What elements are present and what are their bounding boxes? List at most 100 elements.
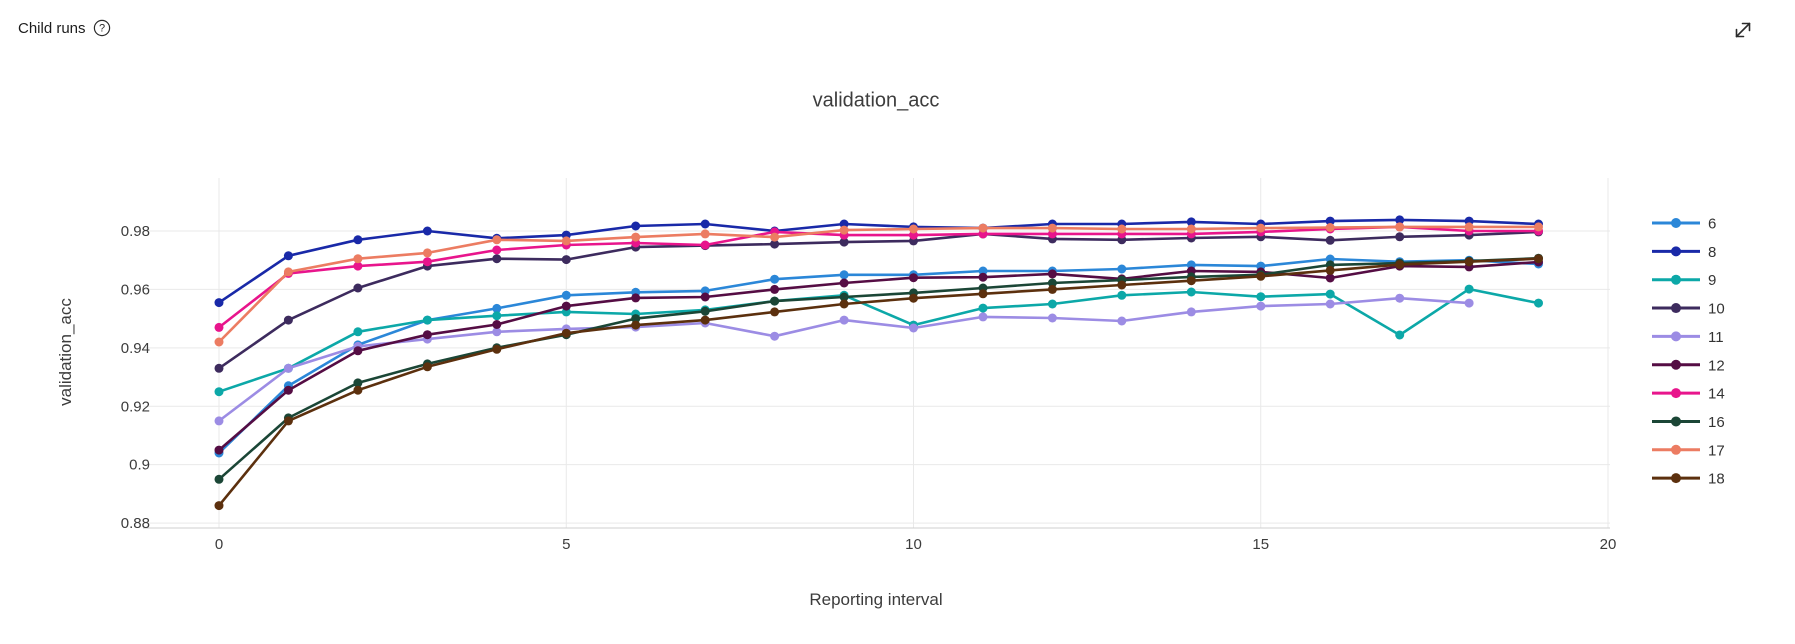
x-tick-label: 0 xyxy=(215,536,223,553)
data-point xyxy=(492,344,502,354)
data-point xyxy=(978,289,988,299)
data-point xyxy=(770,331,780,341)
data-point xyxy=(422,257,432,267)
legend-item-11[interactable]: 11 xyxy=(1652,329,1724,346)
series-line-18 xyxy=(217,257,1539,507)
data-point xyxy=(1047,269,1057,279)
data-point xyxy=(839,225,849,235)
legend-item-9[interactable]: 9 xyxy=(1652,272,1716,289)
data-point xyxy=(631,232,641,242)
y-tick-label: 0.98 xyxy=(121,223,150,240)
x-tick-label: 20 xyxy=(1600,536,1617,553)
data-point xyxy=(839,315,849,325)
data-point xyxy=(1325,299,1335,309)
legend-marker xyxy=(1671,274,1681,285)
data-point xyxy=(700,292,710,302)
legend-marker xyxy=(1671,416,1681,427)
legend-item-10[interactable]: 10 xyxy=(1652,301,1725,318)
y-tick-label: 0.94 xyxy=(121,340,150,357)
data-point xyxy=(1186,307,1196,317)
data-point xyxy=(839,237,849,247)
help-icon[interactable]: ? xyxy=(93,19,111,37)
legend-label: 14 xyxy=(1708,386,1725,403)
y-tick-label: 0.88 xyxy=(121,515,150,532)
data-point xyxy=(214,445,224,455)
legend-marker xyxy=(1671,331,1681,342)
data-point xyxy=(353,261,363,271)
data-point xyxy=(1325,223,1335,232)
data-point xyxy=(909,224,918,234)
legend-item-16[interactable]: 16 xyxy=(1652,414,1725,431)
data-point xyxy=(700,315,710,325)
data-point xyxy=(1256,301,1266,311)
data-point xyxy=(770,239,780,249)
legend-label: 11 xyxy=(1708,329,1724,346)
data-point xyxy=(700,219,710,229)
x-tick-label: 5 xyxy=(562,536,570,553)
data-point xyxy=(561,290,571,300)
data-point xyxy=(1395,215,1405,225)
data-point xyxy=(839,299,849,309)
data-point xyxy=(1325,273,1335,283)
data-point xyxy=(353,385,363,395)
data-point xyxy=(1534,254,1543,264)
series-line-17 xyxy=(218,225,1539,343)
data-point xyxy=(1117,280,1127,290)
data-point xyxy=(1117,316,1127,326)
data-point xyxy=(1395,293,1405,303)
data-point xyxy=(1047,223,1057,233)
series-18 xyxy=(214,254,1543,511)
data-point xyxy=(978,312,988,322)
series-line-10 xyxy=(218,230,1539,370)
legend-marker xyxy=(1671,473,1681,484)
data-point xyxy=(909,323,918,333)
data-point xyxy=(422,315,432,325)
y-tick-label: 0.92 xyxy=(121,398,150,415)
data-point xyxy=(492,303,502,313)
svg-text:?: ? xyxy=(98,23,104,35)
panel-title: Child runs xyxy=(18,19,86,37)
data-point xyxy=(1464,298,1474,308)
legend-marker xyxy=(1671,359,1681,370)
data-point xyxy=(1117,290,1127,300)
data-point xyxy=(1186,217,1196,227)
data-point xyxy=(1186,224,1196,234)
chart-title: validation_acc xyxy=(812,89,940,112)
data-point xyxy=(492,311,502,321)
series-line-12 xyxy=(218,260,1539,452)
legend-item-8[interactable]: 8 xyxy=(1652,244,1716,261)
data-point xyxy=(1464,222,1474,232)
legend-label: 8 xyxy=(1708,244,1716,261)
series-line-8 xyxy=(218,218,1539,304)
legend-item-14[interactable]: 14 xyxy=(1652,386,1725,403)
panel-header: Child runs ? xyxy=(18,19,111,37)
data-point xyxy=(283,416,293,426)
legend-label: 10 xyxy=(1708,301,1725,318)
legend-label: 17 xyxy=(1708,442,1725,459)
data-point xyxy=(422,362,432,372)
data-point xyxy=(631,293,641,303)
data-point xyxy=(978,223,988,233)
data-point xyxy=(839,278,849,288)
data-point xyxy=(839,292,849,302)
data-point xyxy=(1186,287,1196,297)
data-point xyxy=(1117,264,1127,274)
legend-label: 16 xyxy=(1708,414,1725,431)
data-point xyxy=(1395,232,1405,242)
data-point xyxy=(978,272,988,282)
legend-marker xyxy=(1671,444,1681,455)
data-point xyxy=(1256,292,1266,302)
data-point xyxy=(770,284,780,294)
data-point xyxy=(353,283,363,293)
expand-chart-icon[interactable] xyxy=(1729,16,1757,44)
legend-item-6[interactable]: 6 xyxy=(1652,216,1716,233)
data-point xyxy=(770,296,780,306)
legend-label: 9 xyxy=(1708,272,1716,289)
series-line-14 xyxy=(218,225,1539,329)
legend-item-12[interactable]: 12 xyxy=(1652,357,1725,374)
legend-item-17[interactable]: 17 xyxy=(1652,442,1725,459)
data-point xyxy=(770,307,780,317)
legend-item-18[interactable]: 18 xyxy=(1652,471,1725,488)
data-point xyxy=(839,270,849,280)
